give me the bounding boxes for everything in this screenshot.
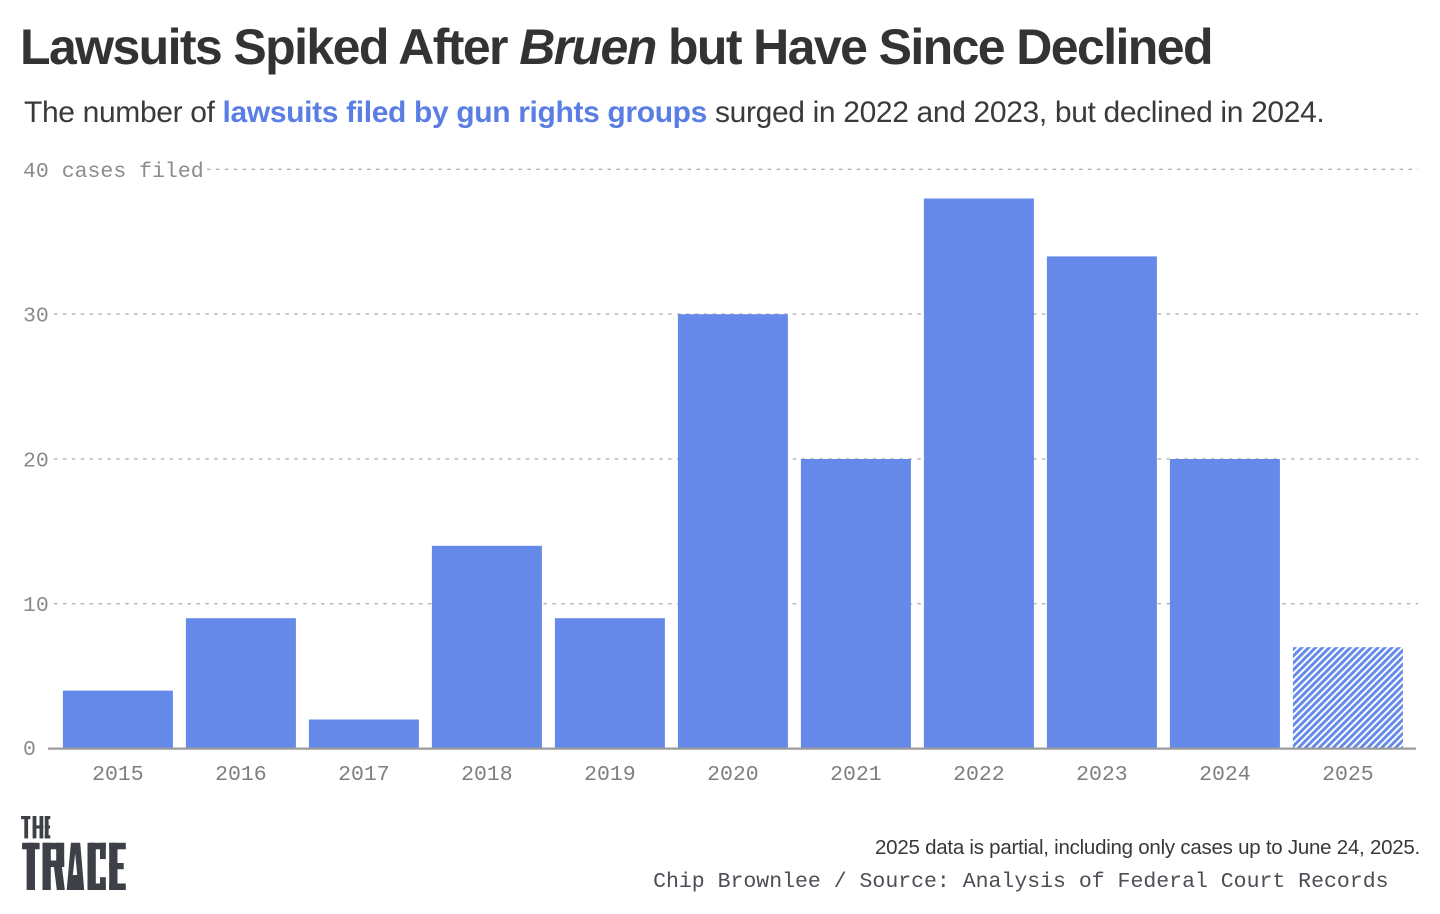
svg-text:10: 10 [23, 594, 49, 618]
svg-text:2022: 2022 [953, 763, 1005, 787]
svg-text:40 cases filed: 40 cases filed [23, 160, 204, 184]
svg-text:2019: 2019 [584, 763, 636, 787]
svg-text:2015: 2015 [92, 763, 144, 787]
svg-text:2024: 2024 [1199, 763, 1251, 787]
svg-text:2017: 2017 [338, 763, 390, 787]
svg-text:2025: 2025 [1322, 763, 1374, 787]
svg-text:30: 30 [23, 305, 49, 329]
svg-text:0: 0 [23, 738, 36, 762]
svg-text:2021: 2021 [830, 763, 882, 787]
svg-text:2020: 2020 [707, 763, 759, 787]
svg-text:20: 20 [23, 449, 49, 473]
svg-text:2018: 2018 [461, 763, 513, 787]
svg-text:2016: 2016 [215, 763, 267, 787]
svg-text:2023: 2023 [1076, 763, 1128, 787]
